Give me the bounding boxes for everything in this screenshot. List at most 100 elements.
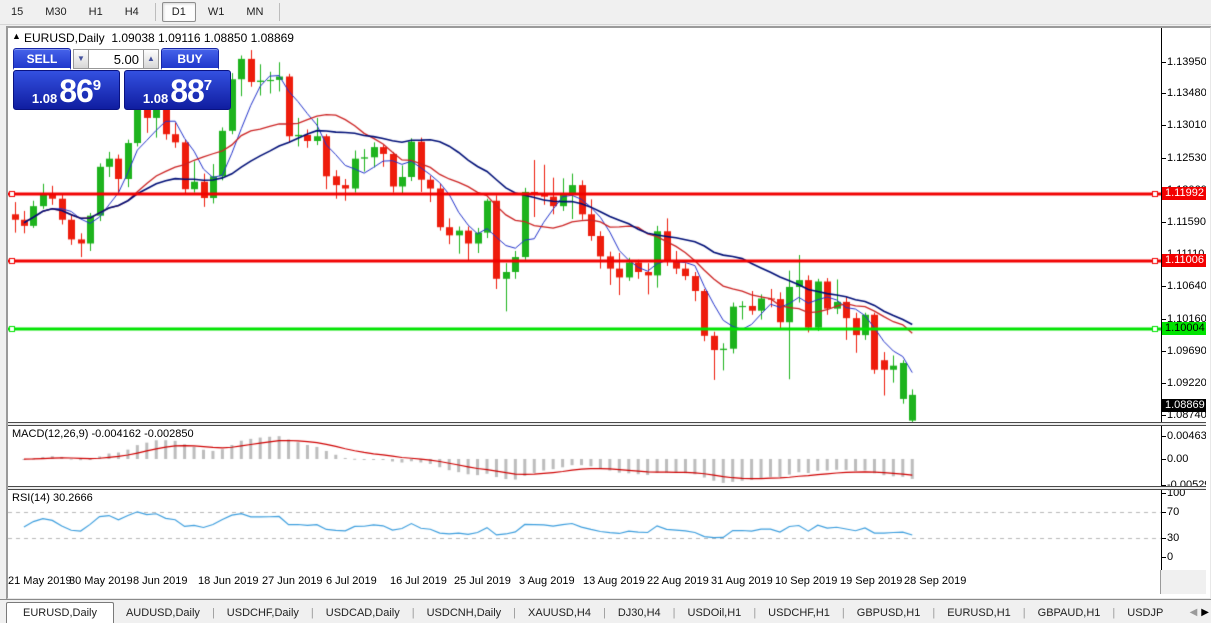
- chart-window: ▲ EURUSD,Daily 1.09038 1.09116 1.08850 1…: [6, 26, 1211, 600]
- tab-separator: |: [513, 607, 517, 619]
- tab-separator: |: [1112, 607, 1116, 619]
- buy-price-display[interactable]: 1.08 88 7: [124, 70, 231, 110]
- tab-separator: |: [753, 607, 757, 619]
- price-tag-red: 1.11992: [1162, 187, 1206, 200]
- axis-tick-mark: [1162, 557, 1166, 558]
- buy-price-prefix: 1.08: [142, 91, 169, 106]
- tab-USDCHF-Daily[interactable]: USDCHF,Daily: [226, 607, 299, 619]
- axis-tick-mark: [1162, 459, 1166, 460]
- timeframe-toolbar: 15 M30 H1 H4 D1 W1 MN: [0, 0, 1211, 25]
- toolbar-separator: [279, 3, 281, 21]
- buy-button[interactable]: BUY: [161, 48, 219, 70]
- macd-tick-label: -0.005295: [1167, 479, 1206, 486]
- rsi-axis[interactable]: 100 70 30 0: [1161, 490, 1206, 570]
- price-tag-red: 1.11006: [1162, 254, 1206, 267]
- volume-input[interactable]: [89, 49, 143, 69]
- tab-separator: |: [603, 607, 606, 619]
- volume-decrease-button[interactable]: ▼: [73, 49, 89, 69]
- axis-tick-mark: [1162, 222, 1166, 223]
- timeframe-button-15[interactable]: 15: [11, 6, 24, 18]
- axis-tick-mark: [1162, 485, 1166, 486]
- panel-collapse-icon[interactable]: ▲: [12, 31, 21, 41]
- date-tick-label: 13 Aug 2019: [583, 575, 645, 587]
- price-tick-label: 1.09220: [1167, 377, 1206, 389]
- date-tick-label: 27 Jun 2019: [262, 575, 323, 587]
- timeframe-button-H4[interactable]: H4: [124, 6, 139, 18]
- tab-AUDUSD-Daily[interactable]: AUDUSD,Daily: [125, 607, 200, 619]
- tab-scroll-controls: ◀ ▶: [1190, 607, 1209, 619]
- date-tick-label: 30 May 2019: [69, 575, 133, 587]
- chevron-down-icon: ▼: [77, 54, 85, 63]
- buy-price-pip: 7: [203, 77, 213, 94]
- tab-separator: |: [310, 607, 314, 619]
- chevron-up-icon: ▲: [147, 54, 155, 63]
- macd-pane: MACD(12,26,9) -0.004162 -0.002850 0.0046…: [8, 426, 1206, 486]
- axis-tick-mark: [1162, 436, 1166, 437]
- date-tick-label: 21 May 2019: [8, 575, 72, 587]
- price-plot-area[interactable]: ▲ EURUSD,Daily 1.09038 1.09116 1.08850 1…: [8, 28, 1161, 422]
- axis-tick-mark: [1162, 319, 1166, 320]
- tab-scroll-left-icon[interactable]: ◀: [1189, 607, 1198, 618]
- one-click-trading-panel: SELL ▼ ▲ BUY 1.08 86 9 1.08: [13, 48, 235, 110]
- rsi-plot-area[interactable]: RSI(14) 30.2666: [8, 490, 1161, 570]
- tab-USDJP[interactable]: USDJP: [1127, 607, 1164, 619]
- price-tick-label: 1.13950: [1167, 56, 1206, 68]
- timeframe-button-W1[interactable]: W1: [207, 6, 225, 18]
- trade-panel-controls: SELL ▼ ▲ BUY: [13, 48, 235, 70]
- pane-separator[interactable]: [8, 422, 1206, 426]
- tab-separator: |: [1022, 607, 1026, 619]
- timeframe-button-D1[interactable]: D1: [161, 2, 196, 22]
- tab-USDOil-H1[interactable]: USDOil,H1: [687, 607, 742, 619]
- macd-canvas[interactable]: [8, 426, 1161, 486]
- timeframe-button-MN[interactable]: MN: [246, 6, 264, 18]
- tab-USDCNH-Daily[interactable]: USDCNH,Daily: [426, 607, 502, 619]
- price-axis[interactable]: 1.139501.134801.130101.125301.120601.115…: [1161, 28, 1206, 422]
- rsi-label: RSI(14) 30.2666: [12, 492, 93, 504]
- tab-separator: |: [211, 607, 215, 619]
- tab-EURUSD-H1[interactable]: EURUSD,H1: [947, 607, 1011, 619]
- sell-price-display[interactable]: 1.08 86 9: [13, 70, 120, 110]
- tab-separator: |: [841, 607, 845, 619]
- date-tick-label: 31 Aug 2019: [711, 575, 773, 587]
- axis-tick-mark: [1162, 93, 1166, 94]
- sell-button[interactable]: SELL: [13, 48, 71, 70]
- sell-price-prefix: 1.08: [31, 91, 58, 106]
- trade-panel-prices: 1.08 86 9 1.08 88 7: [13, 70, 235, 110]
- tab-DJ30-H4[interactable]: DJ30,H4: [617, 607, 661, 619]
- tab-scroll-right-icon[interactable]: ▶: [1201, 607, 1209, 618]
- tab-USDCAD-Daily[interactable]: USDCAD,Daily: [325, 607, 400, 619]
- date-tick-label: 25 Jul 2019: [454, 575, 511, 587]
- macd-axis[interactable]: 0.00463 0.00 -0.005295: [1161, 426, 1206, 486]
- price-tag-green: 1.10004: [1162, 322, 1206, 335]
- sell-price-pip: 9: [92, 77, 102, 94]
- axis-corner: [1160, 570, 1206, 594]
- price-tick-label: 1.13010: [1167, 119, 1206, 131]
- date-axis[interactable]: 21 May 2019 30 May 2019 8 Jun 2019 18 Jun 2…: [8, 570, 1161, 594]
- pane-separator[interactable]: [8, 486, 1206, 490]
- date-tick-label: 22 Aug 2019: [647, 575, 709, 587]
- axis-tick-mark: [1162, 286, 1166, 287]
- tab-GBPUSD-H1[interactable]: GBPUSD,H1: [856, 607, 921, 619]
- rsi-tick-label: 30: [1167, 532, 1180, 544]
- axis-tick-mark: [1162, 538, 1166, 539]
- price-tick-label: 1.08740: [1167, 409, 1206, 421]
- axis-tick-mark: [1162, 125, 1166, 126]
- date-tick-label: 8 Jun 2019: [133, 575, 188, 587]
- axis-tick-mark: [1162, 415, 1166, 416]
- tab-USDCHF-H1[interactable]: USDCHF,H1: [768, 607, 830, 619]
- rsi-pane: RSI(14) 30.2666 100 70 30 0: [8, 490, 1206, 570]
- price-tick-label: 1.11590: [1167, 216, 1206, 228]
- timeframe-button-M30[interactable]: M30: [45, 6, 67, 18]
- timeframe-button-H1[interactable]: H1: [88, 6, 103, 18]
- rsi-canvas[interactable]: [8, 490, 1161, 570]
- toolbar-separator: [154, 3, 156, 21]
- tab-GBPAUD-H1[interactable]: GBPAUD,H1: [1037, 607, 1101, 619]
- date-tick-label: 16 Jul 2019: [390, 575, 447, 587]
- rsi-tick-label: 70: [1167, 506, 1180, 518]
- axis-tick-mark: [1162, 383, 1166, 384]
- tab-XAUUSD-H4[interactable]: XAUUSD,H4: [528, 607, 591, 619]
- macd-plot-area[interactable]: MACD(12,26,9) -0.004162 -0.002850: [8, 426, 1161, 486]
- tab-EURUSD-Daily[interactable]: EURUSD,Daily: [6, 602, 114, 623]
- volume-increase-button[interactable]: ▲: [143, 49, 159, 69]
- rsi-tick-label: 0: [1167, 551, 1174, 563]
